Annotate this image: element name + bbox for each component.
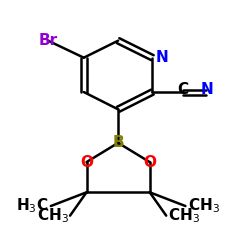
Text: CH$_3$: CH$_3$ — [37, 206, 69, 225]
Text: H$_3$C: H$_3$C — [16, 197, 48, 216]
Text: O: O — [143, 154, 156, 170]
Text: CH$_3$: CH$_3$ — [168, 206, 200, 225]
Text: N: N — [156, 50, 168, 65]
Text: Br: Br — [38, 33, 58, 48]
Text: C: C — [177, 82, 188, 97]
Text: B: B — [112, 135, 124, 150]
Text: CH$_3$: CH$_3$ — [188, 197, 220, 216]
Text: O: O — [80, 154, 93, 170]
Text: N: N — [201, 82, 214, 97]
